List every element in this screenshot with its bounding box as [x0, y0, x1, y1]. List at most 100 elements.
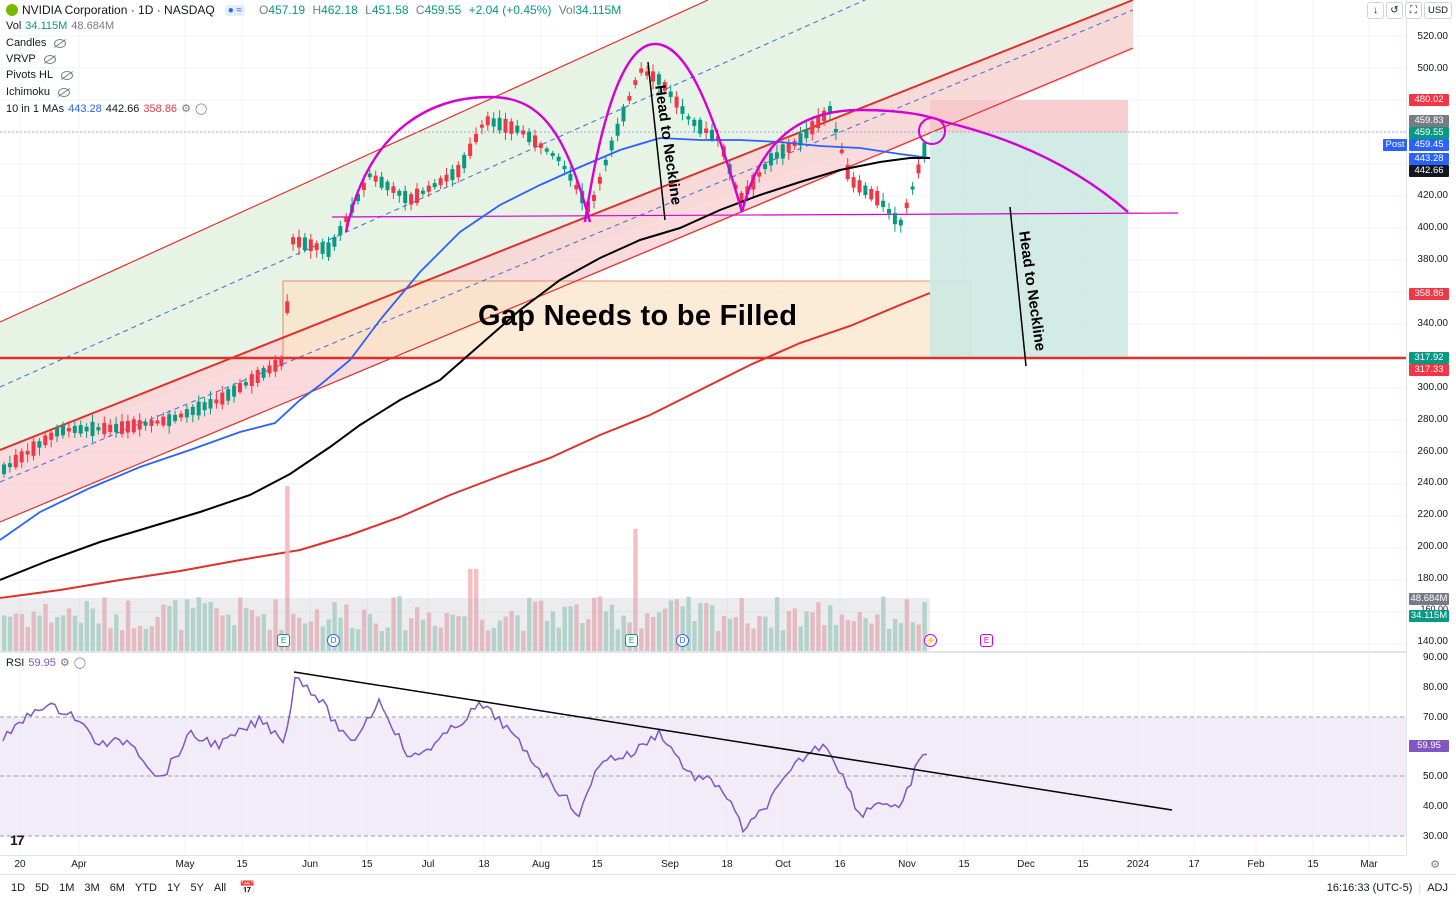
time-tick: Aug [532, 859, 550, 870]
candle-body [226, 389, 231, 401]
indicator-ichimoku[interactable]: Ichimoku [6, 86, 71, 98]
symbol-title[interactable]: NVIDIA Corporation · 1D · NASDAQ [22, 3, 215, 17]
hide-circle-icon[interactable]: ◯ [73, 657, 87, 669]
candle-body [314, 243, 319, 251]
range-button-6m[interactable]: 6M [109, 882, 125, 894]
candle-body [432, 183, 437, 188]
rsi-legend[interactable]: RSI 59.95 ⚙ ◯ [6, 656, 87, 670]
volume-bar [302, 623, 308, 651]
range-button-3m[interactable]: 3M [84, 882, 100, 894]
candle-body [609, 140, 614, 151]
volume-bar [763, 616, 768, 651]
hide-circle-icon[interactable]: ◯ [194, 103, 208, 115]
time-axis[interactable]: 20 Apr May 15 Jun 15 Jul 18 Aug 15 Sep 18 Oct 16 Nov 15… [0, 855, 1406, 873]
axis-settings-gear-icon[interactable]: ⚙ [1430, 859, 1440, 871]
calendar-range-icon[interactable]: 📅 [239, 880, 256, 895]
chart-area[interactable]: NVIDIA Corporation · 1D · NASDAQ ● ≈ O45… [0, 0, 1406, 855]
channel-top-line [0, 0, 709, 323]
candle-body [863, 185, 868, 196]
compare-icon[interactable]: ● ≈ [224, 4, 246, 16]
volume-bar [179, 629, 184, 651]
hidden-eye-icon[interactable] [58, 87, 71, 97]
vrvp-band [0, 598, 930, 651]
neckline [331, 212, 1179, 218]
price-tag-317-33: 317.33 [1409, 364, 1449, 376]
volume-bar [426, 612, 432, 651]
ma-legend[interactable]: 10 in 1 MAs 443.28 442.66 358.86 ⚙ ◯ [6, 102, 208, 116]
time-tick: 2024 [1126, 859, 1150, 870]
range-button-5d[interactable]: 5D [35, 882, 50, 894]
price-tick: 160.00 [1420, 604, 1448, 614]
hidden-eye-icon[interactable] [61, 70, 74, 80]
volume-bar [196, 597, 202, 651]
dividend-event-icon[interactable]: D [676, 634, 689, 647]
candle-body [898, 219, 903, 226]
volume-bar [13, 613, 19, 651]
candle-body [774, 152, 779, 159]
hidden-eye-icon[interactable] [54, 38, 67, 48]
earnings-event-icon[interactable]: E [277, 634, 290, 647]
range-button-5y[interactable]: 5Y [190, 882, 204, 894]
range-button-1m[interactable]: 1M [59, 882, 75, 894]
volume-tag: 34.115M [1409, 610, 1449, 622]
left-shoulder-arc [344, 95, 592, 233]
volume-bar [656, 612, 662, 651]
ma-blue-line [0, 137, 931, 541]
indicator-vrvp[interactable]: VRVP [6, 53, 56, 65]
candle-body [444, 174, 449, 182]
volume-bar [450, 614, 455, 651]
arrow-down-icon[interactable]: ↓ [1367, 2, 1384, 19]
price-axis[interactable]: 520.00 500.00 420.00 400.00 380.00 340.0… [1383, 0, 1456, 855]
settings-gear-icon[interactable]: ⚙ [181, 103, 191, 115]
candle-body [149, 420, 154, 426]
volume-bar [586, 619, 591, 651]
volume-bar [261, 614, 266, 651]
gap-zone [282, 280, 971, 359]
indicator-pivots[interactable]: Pivots HL [6, 69, 74, 81]
volume-bar [356, 629, 361, 651]
time-tick: 15 [1307, 859, 1319, 870]
candle-body [114, 423, 119, 433]
range-button-1d[interactable]: 1D [11, 882, 26, 894]
candle-body [102, 422, 107, 435]
volume-bar [66, 608, 72, 651]
reset-icon[interactable]: ↺ [1386, 2, 1403, 19]
range-button-all[interactable]: All [213, 882, 227, 894]
range-button-ytd[interactable]: YTD [134, 882, 157, 894]
volume-bar [444, 612, 449, 651]
indicator-candles[interactable]: Candles [6, 37, 67, 49]
volume-bar [745, 623, 750, 651]
range-button-1y[interactable]: 1Y [166, 882, 181, 894]
maximize-icon[interactable]: ⛶ [1405, 2, 1422, 19]
upcoming-earnings-event-icon[interactable]: E [980, 634, 993, 647]
adj-toggle[interactable]: ADJ [1427, 882, 1448, 894]
rsi-line [2, 676, 928, 834]
candle-body [892, 213, 897, 225]
settings-gear-icon[interactable]: ⚙ [59, 657, 70, 669]
candle-body [674, 96, 679, 108]
earnings-event-icon[interactable]: E [625, 634, 638, 647]
ma-red-line [0, 292, 931, 599]
candle-body [332, 236, 337, 247]
volume-bar [686, 596, 691, 651]
volume-bar [916, 624, 921, 651]
candle-body [822, 110, 827, 122]
candle-body [267, 365, 272, 374]
volume-bar [155, 616, 160, 651]
symbol-legend: NVIDIA Corporation · 1D · NASDAQ ● ≈ O45… [6, 3, 621, 17]
time-tick: 18 [721, 859, 733, 870]
tradingview-logo-icon[interactable]: 17 [10, 832, 25, 848]
volume-bar [833, 624, 839, 651]
price-chart[interactable] [0, 0, 1406, 855]
dividend-event-icon[interactable]: D [327, 634, 340, 647]
volume-legend[interactable]: Vol 34.115M 48.684M [6, 20, 115, 32]
gap-annotation[interactable]: Gap Needs to be Filled [478, 300, 798, 332]
volume-bar [96, 623, 101, 651]
volume-bar [485, 630, 491, 651]
clock-time[interactable]: 16:16:33 (UTC-5) [1326, 882, 1413, 894]
flash-event-icon[interactable]: ⚡ [924, 634, 937, 647]
top-right-controls: ↓ ↺ ⛶ USD [1367, 2, 1452, 19]
volume-bar [615, 629, 620, 651]
hidden-eye-icon[interactable] [43, 54, 56, 64]
currency-button[interactable]: USD [1424, 2, 1452, 19]
